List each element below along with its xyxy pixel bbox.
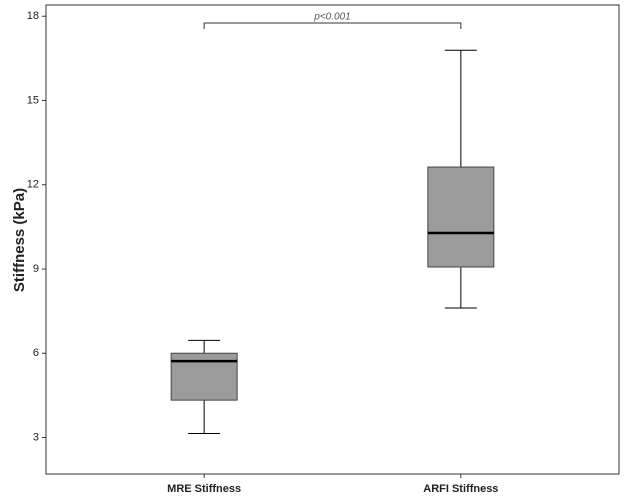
y-tick-label: 12 <box>27 179 39 191</box>
y-axis-label: Stiffness (kPa) <box>11 188 28 292</box>
y-tick-label: 15 <box>27 94 39 106</box>
y-tick-label: 9 <box>33 263 39 275</box>
x-tick-label: MRE Stiffness <box>167 483 241 495</box>
annotation: p<0.001 <box>313 12 350 23</box>
y-tick-label: 6 <box>33 347 39 359</box>
y-tick-label: 18 <box>27 10 39 22</box>
plot-frame <box>45 4 620 475</box>
x-tick-label: ARFI Stiffness <box>423 483 498 495</box>
significance-bracket <box>203 22 462 29</box>
y-tick-label: 3 <box>33 431 39 443</box>
box <box>427 166 495 268</box>
